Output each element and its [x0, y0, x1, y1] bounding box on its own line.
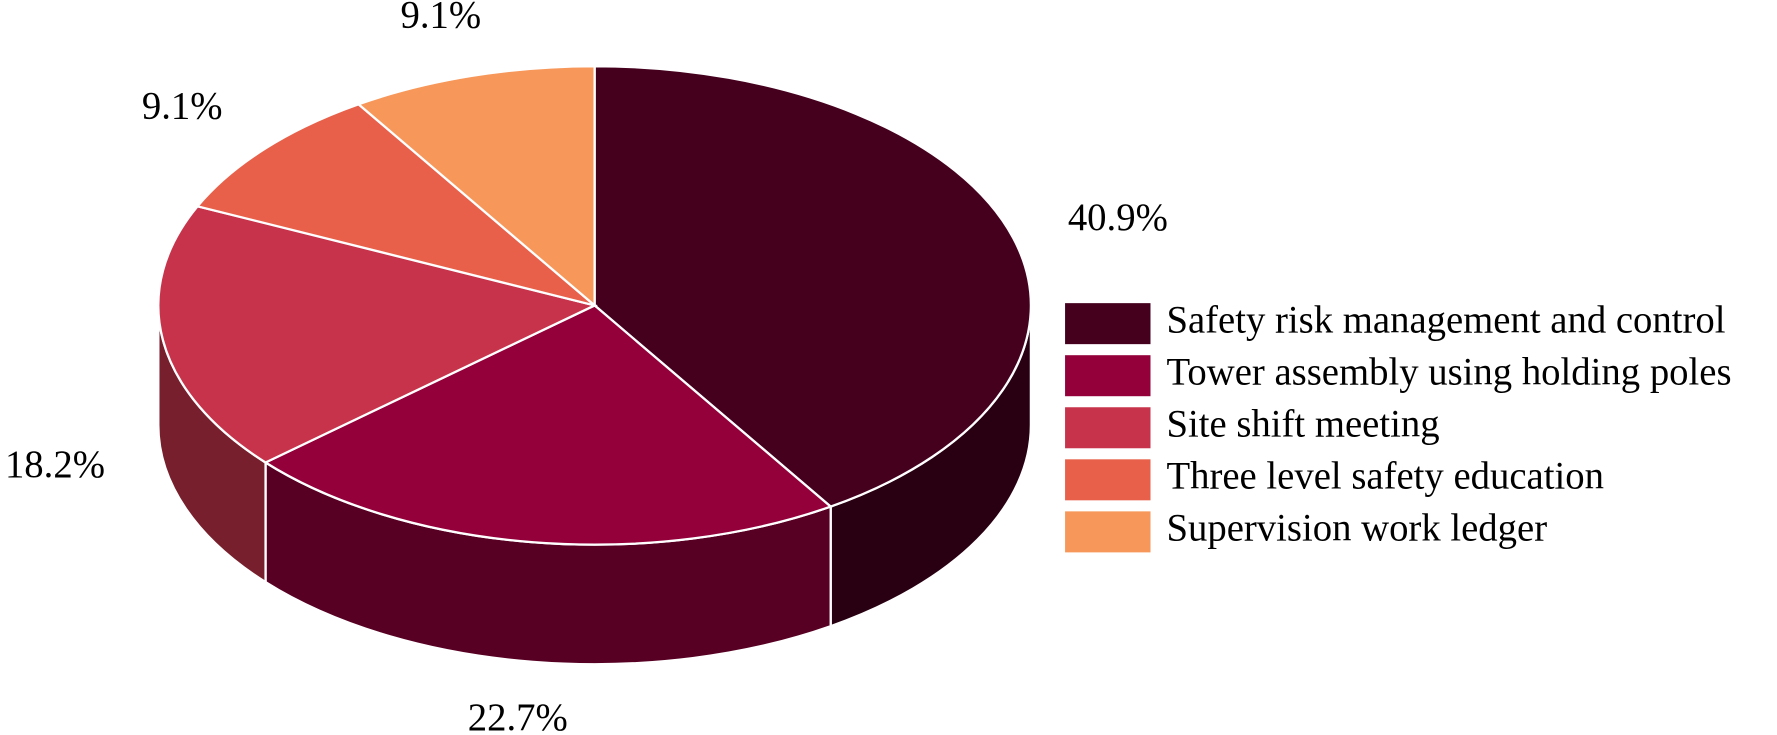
pie-slice — [157, 205, 598, 464]
legend-swatch — [1065, 511, 1151, 553]
pie-slice — [263, 304, 833, 546]
legend-swatch — [1065, 355, 1151, 397]
legend-label: Supervision work ledger — [1166, 507, 1547, 550]
legend-label: Safety risk management and control — [1166, 299, 1725, 342]
data-label: 18.2% — [5, 443, 105, 486]
data-label: 9.1% — [142, 85, 223, 128]
legend-swatch — [1065, 459, 1151, 501]
pie-slice — [195, 102, 596, 307]
pie-slice — [593, 65, 1033, 508]
data-label: 22.7% — [468, 696, 568, 735]
pie-slice — [356, 65, 596, 308]
data-label: 9.1% — [400, 0, 481, 36]
legend-swatch — [1065, 407, 1151, 449]
legend-label: Tower assembly using holding poles — [1166, 351, 1731, 394]
data-label: 40.9% — [1068, 196, 1168, 239]
legend-label: Site shift meeting — [1166, 403, 1439, 446]
legend-swatch — [1065, 303, 1151, 345]
legend-label: Three level safety education — [1166, 455, 1604, 498]
